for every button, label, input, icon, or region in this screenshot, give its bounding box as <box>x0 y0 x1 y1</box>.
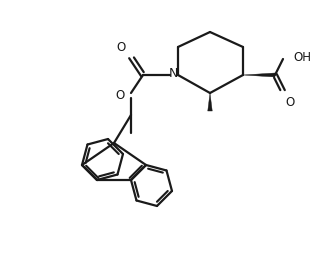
Polygon shape <box>243 73 275 77</box>
Polygon shape <box>208 93 212 111</box>
Text: N: N <box>168 67 178 80</box>
Text: OH: OH <box>293 50 311 64</box>
Text: O: O <box>117 41 126 54</box>
Text: O: O <box>285 96 294 109</box>
Text: O: O <box>116 88 125 102</box>
